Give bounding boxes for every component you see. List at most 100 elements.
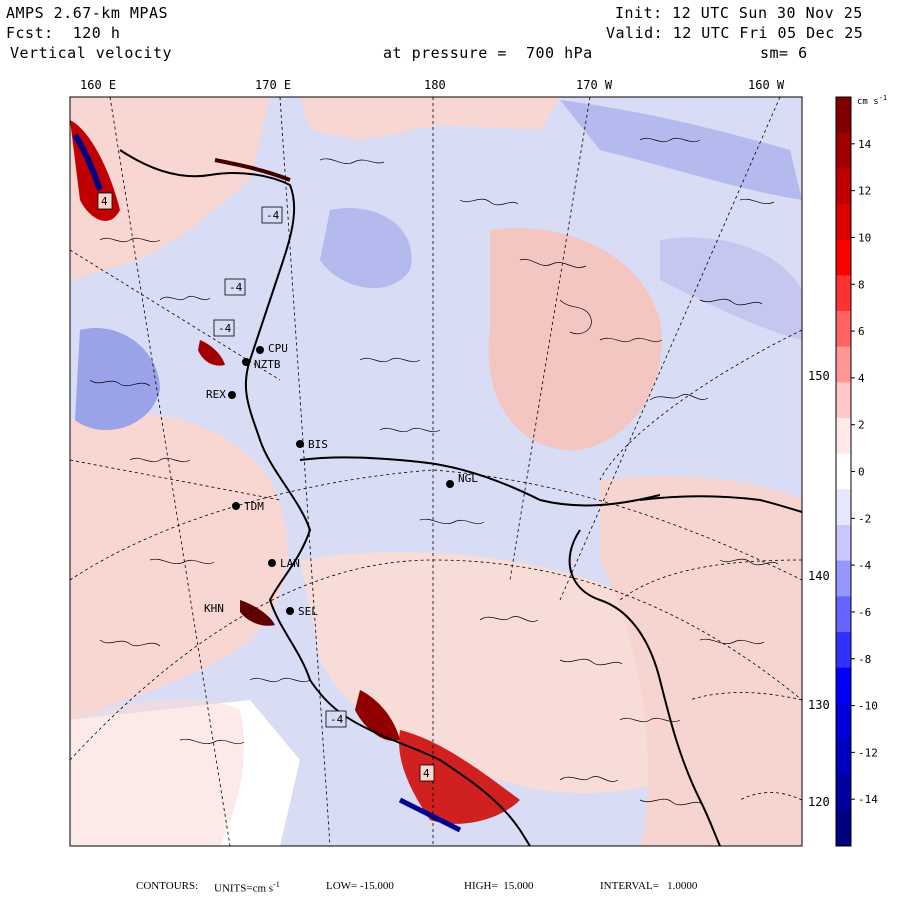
strong-positive-khn: [240, 600, 275, 626]
station-dot-cpu: [256, 346, 264, 354]
station-label-ngl: NGL: [458, 472, 478, 485]
colorbar-tick-label: -12: [858, 746, 878, 759]
field-name: Vertical velocity: [10, 44, 173, 62]
colorbar-tick-label: 10: [858, 231, 871, 244]
lon-label-160w: 160 W: [748, 78, 785, 92]
negative-blob-center: [320, 208, 412, 289]
init-time: Init: 12 UTC Sun 30 Nov 25: [615, 4, 863, 22]
colorbar-tick-label: 2: [858, 419, 865, 432]
colorbar-box: [836, 418, 851, 455]
strong-negative-nw: [72, 133, 103, 191]
colorbar-box: [836, 703, 851, 740]
valid-time: Valid: 12 UTC Fri 05 Dec 25: [606, 24, 864, 42]
colorbar-box: [836, 275, 851, 312]
coastline: [119, 149, 802, 846]
lon-label-180: 180: [424, 78, 446, 92]
colorbar-box: [836, 632, 851, 669]
colorbar-box: [836, 489, 851, 526]
footer-interval: INTERVAL= 1.0000: [600, 880, 698, 892]
footer-contours: CONTOURS:: [136, 880, 199, 892]
station-dot-tdm: [232, 502, 240, 510]
station-label-cpu: CPU: [268, 342, 288, 355]
strong-positive-south: [399, 730, 520, 824]
station-label-rex: REX: [206, 388, 226, 401]
footer-low: LOW= -15.000: [326, 880, 394, 892]
map-frame: [69, 96, 803, 847]
colorbar-box: [836, 346, 851, 383]
lon-label-170e: 170 E: [255, 78, 292, 92]
negative-band-ne: [560, 100, 802, 200]
strong-band-north: [214, 158, 291, 182]
strong-positive-south-2: [355, 690, 400, 741]
colorbar-box: [836, 774, 851, 811]
contour-label-7: 4: [423, 767, 430, 780]
contour-label-1: -4: [266, 209, 280, 222]
positive-region-east: [600, 476, 802, 846]
colorbar-tick-label: 6: [858, 325, 865, 338]
colorbar-box: [836, 382, 851, 419]
colorbar-box: [836, 667, 851, 704]
contour-label-2: -4: [229, 281, 243, 294]
colorbar-boxes: [836, 97, 851, 847]
footer-units: UNITS=cm s-1: [214, 880, 280, 895]
colorbar-tick-label: 8: [858, 278, 865, 291]
colorbar-ticks: 14 12 10 8 6 4 2 0 -2 -4 -6 -8 -10 -12 -14: [851, 138, 878, 806]
station-dot-nztb: [242, 358, 250, 366]
station-dot-lan: [268, 559, 276, 567]
station-label-tdm: TDM: [244, 500, 264, 513]
colorbar-tick-label: -4: [858, 559, 872, 572]
positive-region-nw: [70, 97, 270, 280]
colorbar-box: [836, 810, 851, 847]
strong-negative-south: [398, 797, 462, 833]
colorbar-tick-label: -14: [858, 793, 878, 806]
colorbar-tick-label: -2: [858, 512, 871, 525]
station-label-lan: LAN: [280, 557, 300, 570]
colorbar-box: [836, 560, 851, 597]
colorbar-box: [836, 204, 851, 241]
map-field: [70, 97, 802, 846]
colorbar-box: [836, 311, 851, 348]
station-markers: [228, 346, 454, 615]
negative-cluster-west: [75, 328, 160, 430]
station-label-nztb: NZTB: [254, 358, 281, 371]
smoothing-value: sm= 6: [760, 44, 808, 62]
colorbar-tick-label: 0: [858, 466, 865, 479]
colorbar-tick-label: 12: [858, 185, 871, 198]
colorbar-box: [836, 525, 851, 562]
station-dot-sel: [286, 607, 294, 615]
station-label-khn: KHN: [204, 602, 224, 615]
station-dot-bis: [296, 440, 304, 448]
contour-lines: [89, 137, 779, 806]
negative-band-east: [660, 237, 802, 340]
station-labels: CPU NZTB BIS NGL TDM LAN SEL KHN REX: [204, 342, 478, 618]
graticule: [70, 97, 802, 846]
colorbar-tick-label: -6: [858, 606, 871, 619]
forecast-hour: Fcst: 120 h: [6, 24, 121, 42]
colorbar-box: [836, 453, 851, 490]
colorbar-tick-label: -8: [858, 653, 871, 666]
station-dot-rex: [228, 391, 236, 399]
contour-label-3: -4: [218, 322, 232, 335]
positive-region-sw: [70, 699, 244, 846]
colorbar-units: cm s-1: [857, 94, 887, 107]
positive-region-center: [488, 228, 662, 451]
footer-high: HIGH= 15.000: [464, 880, 534, 892]
positive-region-west: [70, 412, 288, 720]
colorbar-box: [836, 739, 851, 776]
colorbar-tick-label: 14: [858, 138, 872, 151]
lon-label-160e: 160 E: [80, 78, 117, 92]
colorbar-box: [836, 168, 851, 205]
colorbar-tick-label: 4: [858, 372, 865, 385]
colorbar-tick-label: -10: [858, 700, 878, 713]
pressure-level: at pressure = 700 hPa: [383, 44, 593, 62]
colorbar-box: [836, 97, 851, 134]
station-label-sel: SEL: [298, 605, 318, 618]
contour-label-5: 4: [101, 195, 108, 208]
station-label-bis: BIS: [308, 438, 328, 451]
colorbar-box: [836, 132, 851, 169]
positive-region-north: [300, 97, 560, 140]
colorbar-box: [836, 596, 851, 633]
model-title: AMPS 2.67-km MPAS: [6, 4, 169, 22]
